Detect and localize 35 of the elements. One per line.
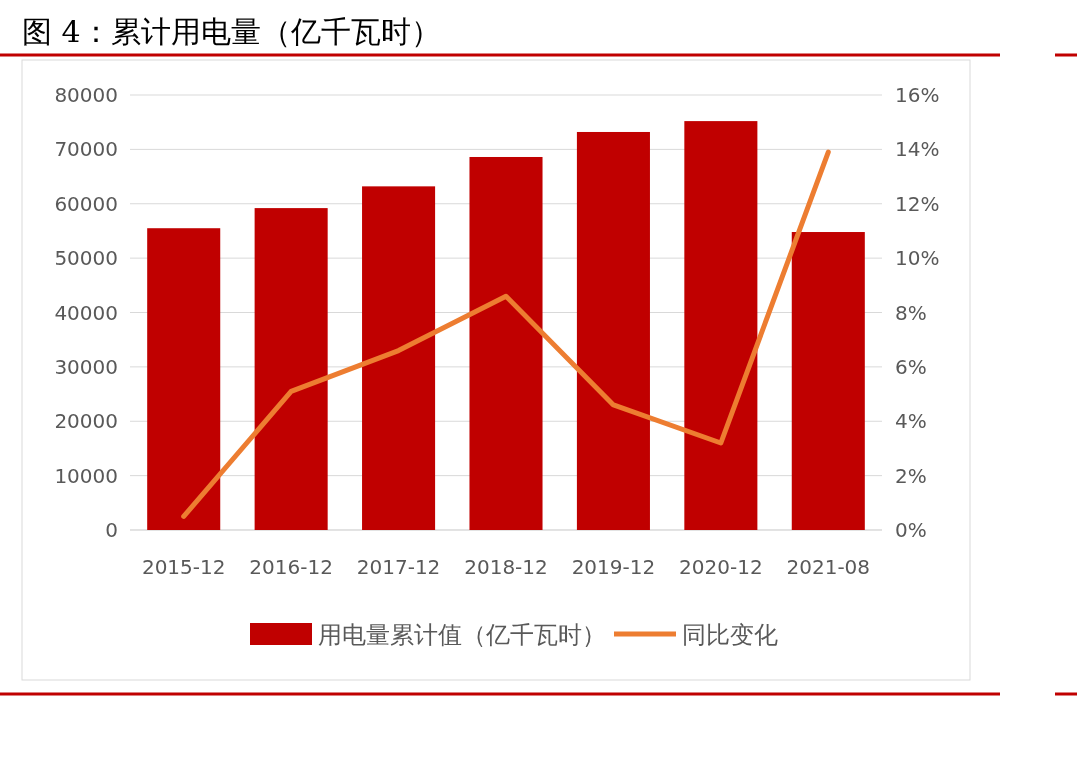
- y-tick-label: 10000: [54, 463, 118, 488]
- y2-tick-label: 10%: [895, 246, 940, 271]
- y-tick-label: 0: [105, 518, 118, 542]
- chart-title: 图 4：累计用电量（亿千瓦时）: [22, 14, 441, 49]
- legend-label: 用电量累计值（亿千瓦时）: [318, 621, 606, 649]
- y2-tick-label: 12%: [895, 191, 940, 216]
- x-tick-label: 2018-12: [464, 555, 548, 579]
- y-tick-label: 70000: [54, 137, 118, 162]
- bar: [684, 121, 758, 530]
- x-tick-label: 2020-12: [679, 555, 763, 579]
- y-tick-label: 30000: [54, 354, 118, 379]
- bar: [791, 232, 865, 530]
- y2-tick-label: 0%: [895, 518, 927, 542]
- y2-tick-label: 2%: [895, 463, 927, 488]
- y2-tick-label: 4%: [895, 409, 927, 434]
- x-tick-label: 2017-12: [356, 555, 441, 579]
- legend-label: 同比变化: [682, 621, 778, 649]
- y2-tick-label: 14%: [895, 137, 940, 162]
- y-tick-label: 40000: [54, 300, 118, 325]
- bar: [362, 186, 436, 530]
- x-tick-label: 2021-08: [786, 555, 871, 579]
- bar: [254, 208, 328, 530]
- x-tick-label: 2019-12: [571, 555, 656, 579]
- y-tick-label: 20000: [54, 409, 118, 434]
- bar: [576, 131, 650, 530]
- bar: [147, 228, 221, 530]
- x-tick-label: 2015-12: [141, 555, 226, 579]
- x-tick-label: 2016-12: [249, 555, 333, 579]
- y-tick-label: 50000: [54, 246, 118, 271]
- y2-tick-label: 16%: [895, 83, 940, 107]
- y-tick-label: 60000: [54, 191, 118, 216]
- y-tick-label: 80000: [54, 83, 118, 107]
- y2-tick-label: 6%: [895, 354, 927, 379]
- y2-tick-label: 8%: [895, 300, 927, 325]
- bar: [469, 156, 543, 530]
